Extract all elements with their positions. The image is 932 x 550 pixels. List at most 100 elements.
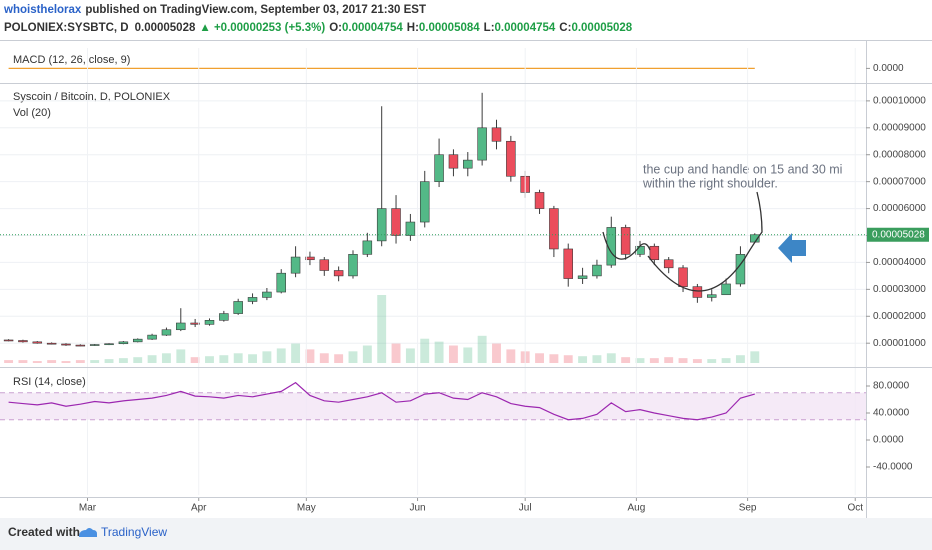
candle-body xyxy=(132,338,143,343)
x-tick-label: Aug xyxy=(628,503,646,514)
pane-title: RSI (14, close) xyxy=(13,376,86,388)
volume-bar xyxy=(47,360,57,363)
y-tick-label: 80.0000 xyxy=(873,381,910,392)
candle-body xyxy=(577,275,588,279)
candle-body xyxy=(262,291,272,298)
volume-bar xyxy=(492,343,501,363)
volume-bar xyxy=(664,357,674,363)
volume-bar xyxy=(362,345,372,363)
last-price-box xyxy=(867,227,929,242)
annotation: the cup and handle on 15 and 30 mi xyxy=(643,162,842,176)
candle-body xyxy=(190,322,200,325)
footer-brand[interactable]: TradingView xyxy=(101,525,167,539)
candle-body xyxy=(477,127,487,161)
ohlc-label: O: xyxy=(329,22,342,34)
volume-bar xyxy=(104,359,114,363)
volume-label: Vol (20) xyxy=(13,107,51,119)
volume-bar xyxy=(190,357,200,363)
x-tick-label: May xyxy=(297,503,316,514)
price: 0.00005028 xyxy=(135,22,196,34)
candle-body xyxy=(319,259,330,271)
ohlc-label: L: xyxy=(484,22,495,34)
candle-body xyxy=(419,181,430,223)
volume-bar xyxy=(448,345,458,363)
volume-bar xyxy=(147,355,157,363)
candle-body xyxy=(104,343,114,346)
ohlc-label: C: xyxy=(559,22,571,34)
y-tick-label: 0.0000 xyxy=(873,63,904,74)
pane-title: MACD (12, 26, close, 9) xyxy=(13,54,130,66)
candle-body xyxy=(276,272,286,293)
volume-bar xyxy=(32,361,42,363)
cup-handle-drawing xyxy=(602,191,763,292)
volume-bar xyxy=(391,343,401,363)
x-tick-label: Jul xyxy=(519,503,532,514)
candle-body xyxy=(161,329,172,336)
ohlc-value: 0.00005084 xyxy=(419,22,480,34)
candle-body xyxy=(463,159,473,169)
y-tick-label: 0.0000 xyxy=(873,435,904,446)
volume-bar xyxy=(621,357,631,363)
volume-bar xyxy=(377,295,387,363)
volume-bar xyxy=(721,358,731,363)
arrow xyxy=(778,233,806,263)
volume-bar xyxy=(276,348,286,363)
candle-body xyxy=(147,334,157,340)
annotation: within the right shoulder. xyxy=(642,176,778,190)
candle-body xyxy=(405,221,416,236)
frame xyxy=(0,40,932,518)
y-tick-label: 40.0000 xyxy=(873,408,910,419)
candle-body xyxy=(233,301,243,314)
candle-body xyxy=(606,227,617,266)
author[interactable]: whoisthelorax xyxy=(3,4,82,16)
symbol: POLONIEX:SYSBTC, D xyxy=(4,22,129,34)
candle-body xyxy=(3,339,14,342)
candle-body xyxy=(333,270,344,277)
volume-bar xyxy=(692,359,702,363)
candle-body xyxy=(61,343,71,346)
volume-bar xyxy=(348,351,358,363)
volume-bar xyxy=(90,360,100,363)
volume-bar xyxy=(262,351,272,363)
y-tick-label: -40.0000 xyxy=(873,462,913,473)
x-tick-label: Sep xyxy=(739,503,757,514)
ohlc-value: 0.00004754 xyxy=(495,22,556,34)
volume-bar xyxy=(75,360,85,363)
x-tick-label: Apr xyxy=(191,503,207,514)
candle-body xyxy=(506,140,516,177)
candle-body xyxy=(18,340,28,343)
candle-body xyxy=(663,259,674,269)
volume-bar xyxy=(463,347,473,363)
volume-bar xyxy=(118,358,128,363)
volume-bar xyxy=(606,353,616,363)
last-price-label: 0.00005028 xyxy=(872,229,925,240)
candle-body xyxy=(32,341,43,344)
volume-bar xyxy=(707,359,717,363)
candle-body xyxy=(563,248,573,279)
ohlc-label: H: xyxy=(407,22,419,34)
candle-body xyxy=(305,256,315,261)
change: ▲ +0.00000253 (+5.3%) xyxy=(199,22,325,34)
x-tick-label: Mar xyxy=(79,503,97,514)
volume-bar xyxy=(305,349,315,363)
y-tick-label: 0.00003000 xyxy=(873,284,926,295)
volume-bar xyxy=(405,348,415,363)
candle-body xyxy=(290,256,301,274)
y-tick-label: 0.00007000 xyxy=(873,176,926,187)
published: published on TradingView.com, September … xyxy=(85,4,426,16)
candle-body xyxy=(118,341,129,345)
candle-body xyxy=(219,313,229,321)
volume-bar xyxy=(133,357,143,363)
candle-body xyxy=(721,283,731,296)
candle-body xyxy=(592,264,602,277)
y-tick-label: 0.00004000 xyxy=(873,257,926,268)
logo-icon xyxy=(79,528,97,537)
volume-bar xyxy=(506,349,516,363)
rsi-band xyxy=(0,392,866,420)
volume-bar xyxy=(61,361,71,363)
volume-bar xyxy=(578,356,588,363)
candle-body xyxy=(376,208,387,242)
candle-body xyxy=(706,294,717,298)
pane-title: Syscoin / Bitcoin, D, POLONIEX xyxy=(13,91,171,103)
volume-bar xyxy=(678,358,688,363)
